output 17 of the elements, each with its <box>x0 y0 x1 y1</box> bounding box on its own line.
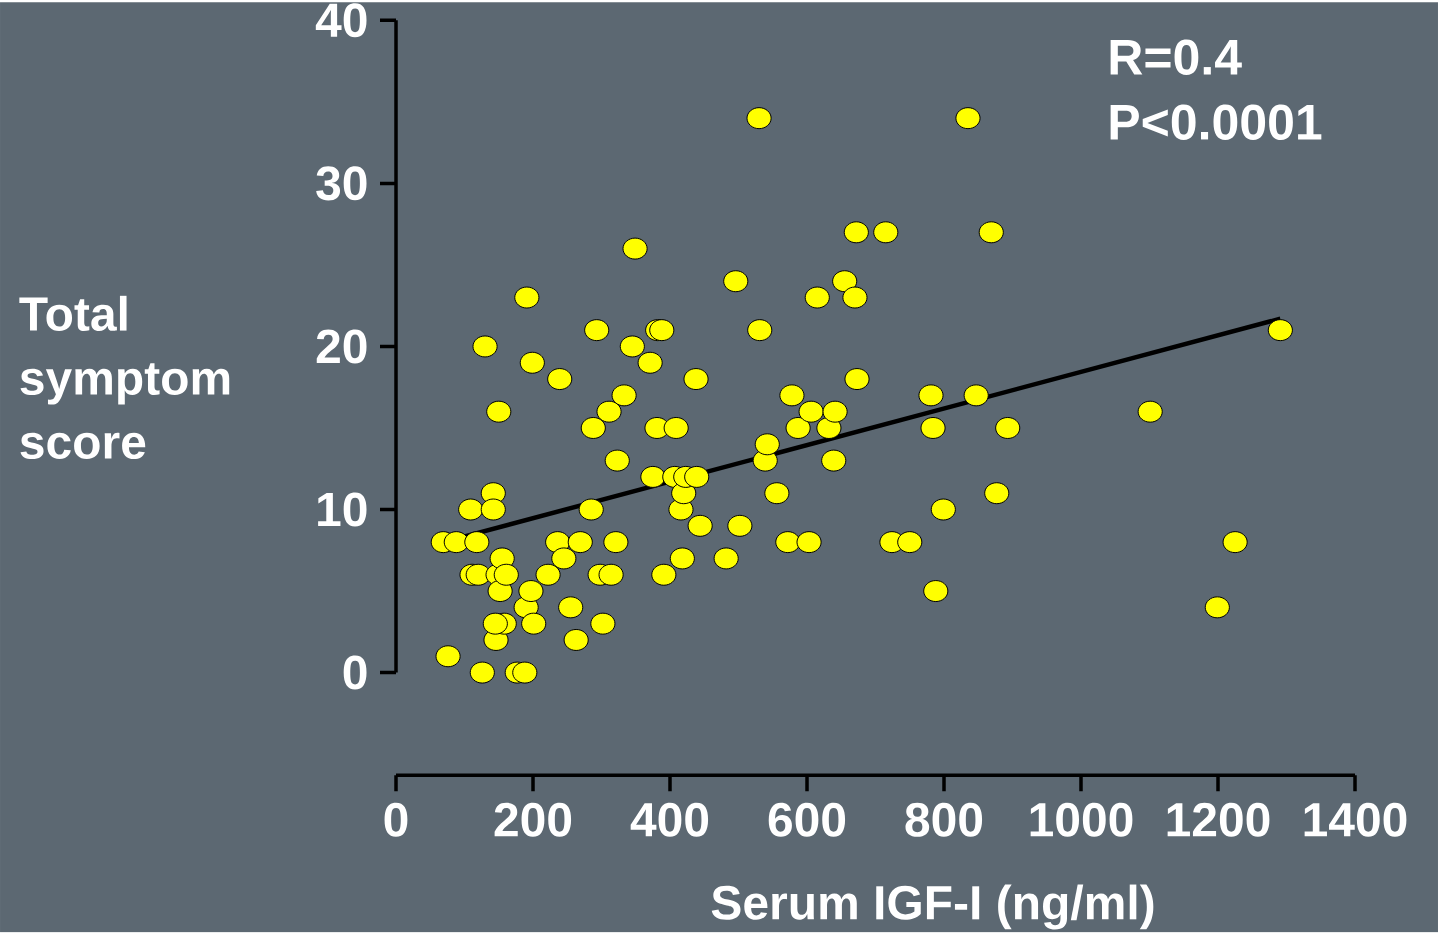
y-tick-label: 40 <box>315 3 367 38</box>
x-axis-title: Serum IGF-I (ng/ml) <box>711 884 1154 930</box>
y-axis-title: Total symptom score <box>19 295 230 460</box>
x-tick-label: 400 <box>630 802 709 837</box>
x-tick-label: 1000 <box>1030 802 1133 837</box>
x-tick-label: 1200 <box>1167 802 1270 837</box>
annotation: P<0.0001 <box>1110 104 1322 141</box>
x-tick-label: 0 <box>384 802 408 837</box>
annotation: R=0.4 <box>1110 39 1242 76</box>
x-tick-label: 1400 <box>1304 802 1407 837</box>
y-tick-label: 20 <box>316 329 367 364</box>
y-tick-label: 30 <box>316 166 367 201</box>
x-tick-label: 200 <box>494 802 572 837</box>
y-tick-label: 0 <box>343 655 367 690</box>
x-tick-label: 800 <box>905 802 983 837</box>
y-tick-label: 10 <box>318 492 367 527</box>
x-tick-label: 600 <box>768 802 846 837</box>
